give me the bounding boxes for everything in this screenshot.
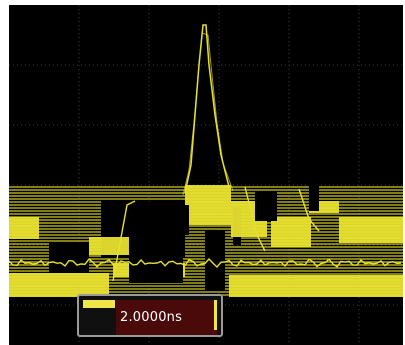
trace-gap-5 xyxy=(49,243,89,273)
waveform-plot xyxy=(9,5,403,345)
trace-block-0 xyxy=(9,217,39,239)
trace-pulse-spike-echo xyxy=(182,32,234,196)
trace-rising-edge xyxy=(112,200,136,282)
readout-marker-tick xyxy=(214,300,217,330)
trace-gap-4 xyxy=(309,181,319,211)
trace-pulse-spike xyxy=(184,24,230,194)
oscilloscope-display[interactable]: 2.0000ns xyxy=(9,5,403,345)
trace-noise-line xyxy=(9,257,402,269)
readout-marker-strip xyxy=(83,300,115,308)
trace-falling-edge xyxy=(244,186,266,252)
trace-block-2 xyxy=(185,185,231,225)
trace-gap-0 xyxy=(127,205,189,235)
readout-value-box: 2.0000ns xyxy=(116,300,217,335)
trace-block-6 xyxy=(9,273,109,297)
trace-block-8 xyxy=(229,275,403,297)
time-readout-value: 2.0000ns xyxy=(120,310,183,325)
trace-gap-3 xyxy=(255,191,277,221)
trace-block-1 xyxy=(89,237,129,255)
trace-block-4 xyxy=(271,217,311,247)
signal-trace xyxy=(9,24,403,297)
cursor-readout-box[interactable]: 2.0000ns xyxy=(77,294,223,337)
trace-falling-edge-2 xyxy=(298,188,320,232)
trace-block-5 xyxy=(339,217,403,243)
trace-gap-1 xyxy=(129,233,183,283)
trace-gap-2 xyxy=(205,231,225,291)
